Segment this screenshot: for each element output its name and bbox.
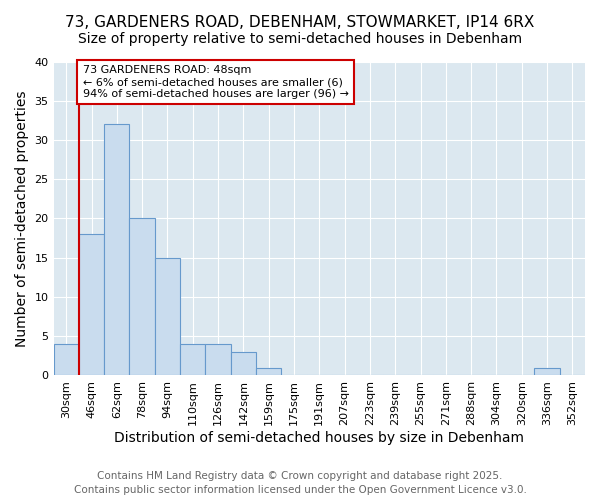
Bar [535,368,560,376]
Bar [205,344,230,376]
Bar [155,258,180,376]
Bar [104,124,130,376]
Bar [180,344,205,376]
X-axis label: Distribution of semi-detached houses by size in Debenham: Distribution of semi-detached houses by … [114,431,524,445]
Text: Size of property relative to semi-detached houses in Debenham: Size of property relative to semi-detach… [78,32,522,46]
Text: 73 GARDENERS ROAD: 48sqm
← 6% of semi-detached houses are smaller (6)
94% of sem: 73 GARDENERS ROAD: 48sqm ← 6% of semi-de… [83,66,349,98]
Bar [256,368,281,376]
Bar [53,344,79,376]
Bar [79,234,104,376]
Bar [230,352,256,376]
Text: Contains HM Land Registry data © Crown copyright and database right 2025.
Contai: Contains HM Land Registry data © Crown c… [74,471,526,495]
Bar [130,218,155,376]
Text: 73, GARDENERS ROAD, DEBENHAM, STOWMARKET, IP14 6RX: 73, GARDENERS ROAD, DEBENHAM, STOWMARKET… [65,15,535,30]
Y-axis label: Number of semi-detached properties: Number of semi-detached properties [15,90,29,346]
